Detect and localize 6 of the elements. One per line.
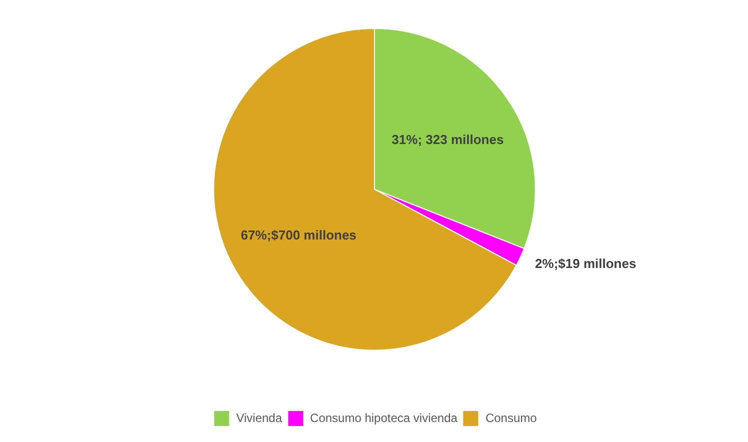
data-label: 2%;$19 millones bbox=[535, 256, 636, 272]
legend-label: Consumo hipoteca vivienda bbox=[310, 411, 458, 425]
legend-label: Consumo bbox=[485, 411, 537, 425]
data-label: 31%; 323 millones bbox=[392, 132, 504, 148]
legend-label: Vivienda bbox=[236, 411, 282, 425]
data-label: 67%;$700 millones bbox=[240, 227, 356, 242]
